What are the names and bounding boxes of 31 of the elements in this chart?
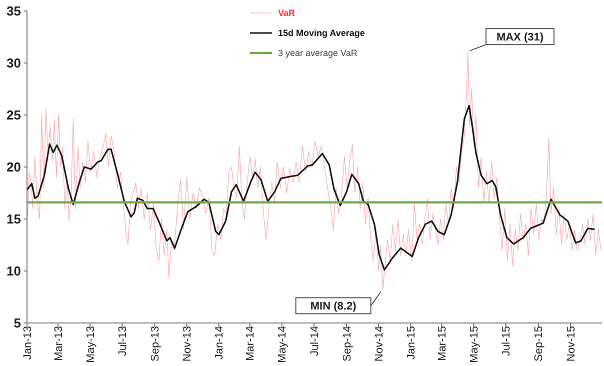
- x-tick-label: May-14: [276, 326, 289, 363]
- x-tick-label: May-13: [84, 326, 97, 363]
- y-tick-label: 25: [6, 108, 21, 123]
- x-tick-label: Sep-14: [341, 326, 354, 362]
- x-tick-label: Sep-13: [150, 326, 162, 362]
- y-tick-label: 20: [6, 160, 21, 175]
- x-tick-label: Mar-15: [436, 326, 449, 361]
- x-tick-label: Jul-13: [116, 326, 129, 356]
- x-tick-label: Jan-13: [22, 326, 34, 360]
- y-tick-label: 5: [14, 316, 21, 331]
- y-tick-label: 30: [6, 56, 21, 71]
- x-tick-label: Sep-15: [533, 326, 546, 362]
- legend-label: VaR: [278, 8, 296, 18]
- y-tick-label: 10: [6, 264, 21, 279]
- x-tick-label: Mar-14: [244, 326, 257, 361]
- x-tick-label: Jan-15: [405, 326, 418, 360]
- x-tick-label: Jul-15: [500, 326, 513, 356]
- annotation: MIN (8.2): [310, 300, 357, 313]
- line-series: [27, 104, 596, 271]
- y-tick-label: 35: [6, 4, 21, 19]
- x-tick-label: Jan-14: [214, 326, 226, 360]
- legend-label: 3 year average VaR: [278, 48, 358, 58]
- x-tick-label: May-15: [468, 326, 481, 363]
- x-tick-label: Mar-13: [52, 326, 65, 361]
- x-tick-label: Nov-15: [565, 326, 578, 362]
- legend-label: 15d Moving Average: [278, 28, 365, 38]
- x-tick-label: Nov-13: [182, 326, 194, 362]
- annotation: MAX (31): [496, 32, 544, 44]
- x-tick-label: Jul-14: [308, 326, 321, 356]
- x-tick-label: Nov-14: [373, 326, 386, 362]
- y-tick-label: 15: [6, 212, 21, 227]
